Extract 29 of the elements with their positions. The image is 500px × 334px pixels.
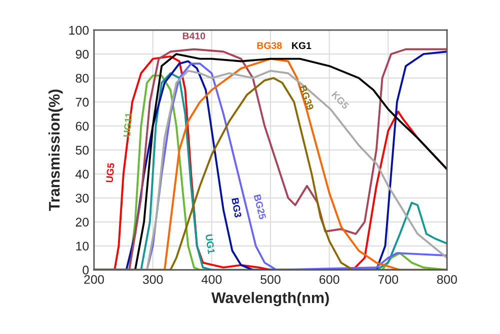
y-tick-label: 100 [69, 26, 89, 35]
y-tick-label: 90 [76, 50, 89, 59]
y-tick-label: 40 [76, 170, 89, 179]
y-tick-label: 70 [76, 98, 89, 107]
y-tick-label: 30 [76, 194, 89, 203]
annotation: UG11 [123, 112, 132, 137]
annotation: B410 [182, 32, 206, 40]
annotation: UG1 [205, 234, 215, 254]
annotation: BG25 [254, 194, 266, 220]
x-tick-label: 600 [320, 275, 340, 284]
x-tick-label: 200 [84, 275, 104, 284]
x-tick-label: 500 [260, 275, 280, 284]
annotation: BG39 [299, 85, 314, 110]
y-tick-label: 0 [82, 266, 89, 275]
annotation: UG5 [106, 162, 114, 182]
y-axis-title: Transmission(%) [48, 90, 63, 211]
y-tick-label: 10 [76, 242, 89, 251]
y-tick-label: 60 [76, 122, 89, 131]
x-tick-label: 700 [378, 275, 398, 284]
y-tick-label: 50 [76, 146, 89, 155]
annotation: BG38 [257, 42, 282, 50]
annotation: KG1 [292, 42, 312, 50]
x-tick-label: 400 [202, 275, 222, 284]
x-tick-label: 300 [142, 275, 163, 284]
x-tick-label: 800 [437, 275, 457, 284]
annotation: BG3 [232, 198, 242, 218]
y-tick-label: 80 [76, 74, 89, 83]
y-tick-label: 20 [76, 218, 89, 227]
x-axis-title: Wavelength(nm) [211, 292, 329, 306]
